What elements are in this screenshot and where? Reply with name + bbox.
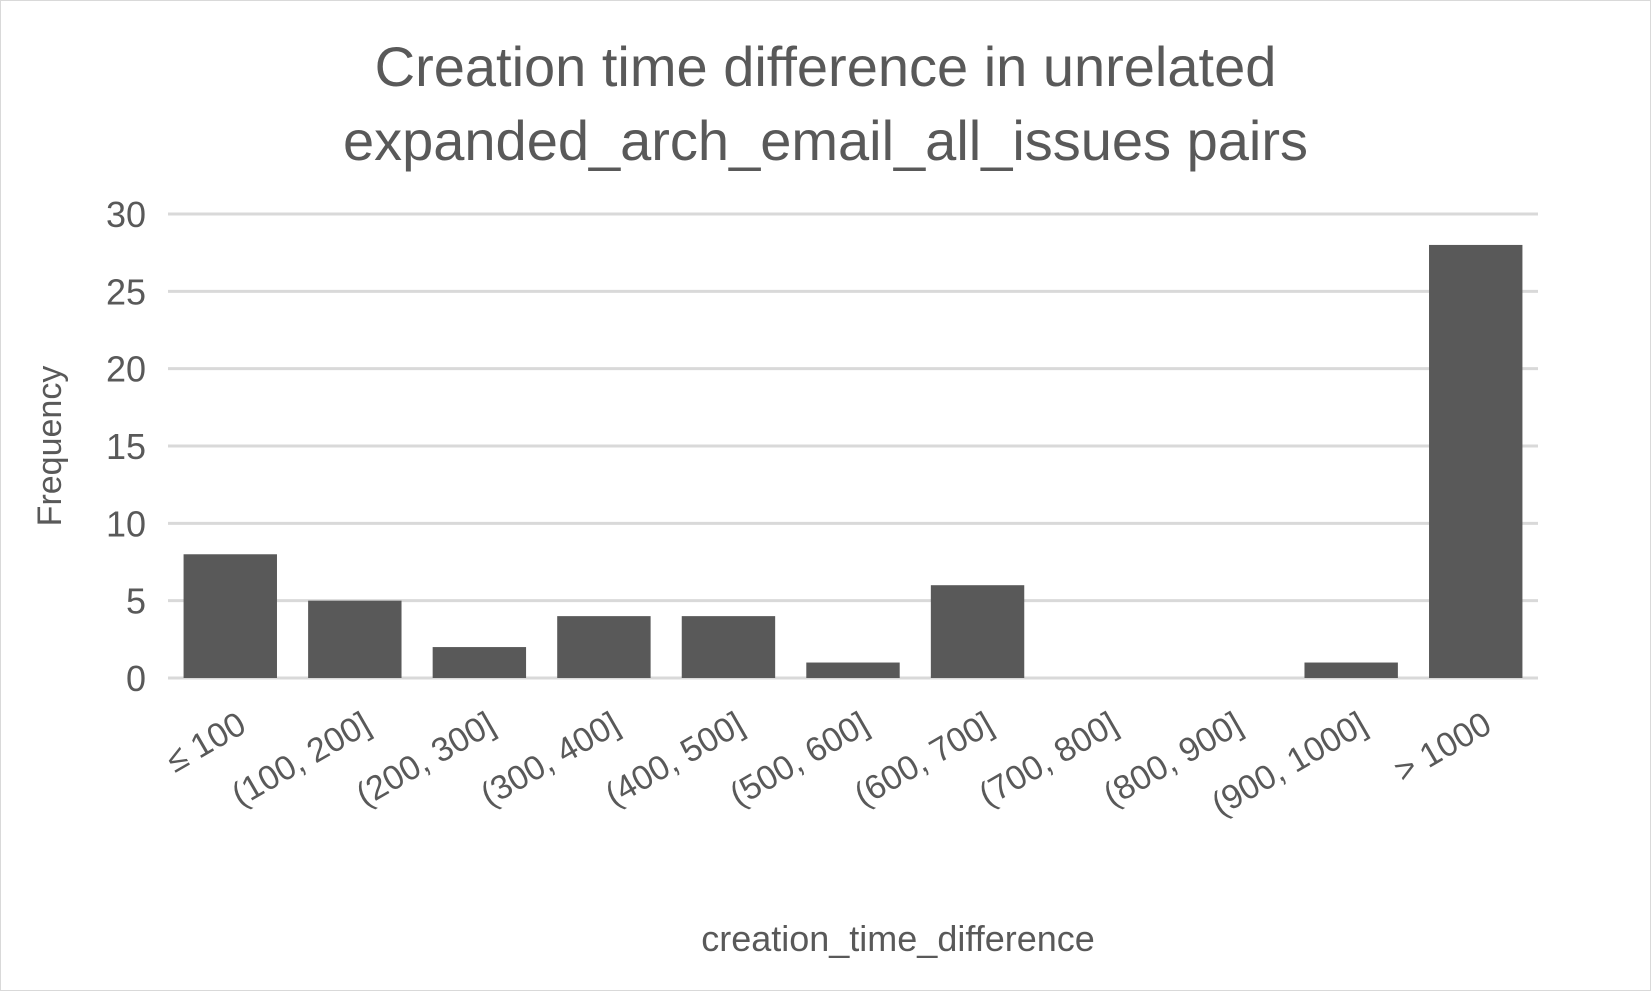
chart-title-line-1: Creation time difference in unrelated <box>374 35 1277 98</box>
bars <box>183 244 1523 678</box>
x-axis-label: creation_time_difference <box>701 918 1095 959</box>
x-tick-label: (200, 300] <box>350 705 502 814</box>
y-tick-label: 20 <box>106 349 146 390</box>
x-tick-label: (700, 800] <box>972 705 1124 814</box>
y-tick-label: 10 <box>106 503 146 544</box>
y-tick-label: 30 <box>106 194 146 235</box>
bar <box>1429 244 1523 678</box>
y-tick-label: 0 <box>126 658 146 699</box>
bar <box>308 600 402 678</box>
y-tick-label: 15 <box>106 426 146 467</box>
x-tick-label: > 1000 <box>1388 705 1498 790</box>
x-axis: ≤ 100(100, 200](200, 300](300, 400](400,… <box>160 705 1498 824</box>
chart-title: Creation time difference in unrelated ex… <box>0 30 1651 178</box>
y-axis: 0 5 10 15 20 25 30 <box>106 194 146 699</box>
y-axis-label: Frequency <box>31 366 69 527</box>
x-tick-label: (500, 600] <box>723 705 875 814</box>
x-tick-label: ≤ 100 <box>160 705 252 780</box>
bar <box>806 662 900 678</box>
x-tick-label: (600, 700] <box>848 705 1000 814</box>
bar <box>1304 662 1398 678</box>
bar <box>681 616 776 678</box>
x-tick-label: (400, 500] <box>599 705 751 814</box>
x-tick-label: (300, 400] <box>474 705 626 814</box>
bar <box>557 616 651 678</box>
bar <box>183 554 277 678</box>
bar <box>432 647 527 678</box>
y-tick-label: 25 <box>106 271 146 312</box>
bar <box>930 585 1025 678</box>
chart-title-line-2: expanded_arch_email_all_issues pairs <box>342 109 1309 172</box>
x-tick-label: (100, 200] <box>225 705 377 814</box>
y-tick-label: 5 <box>126 581 146 622</box>
